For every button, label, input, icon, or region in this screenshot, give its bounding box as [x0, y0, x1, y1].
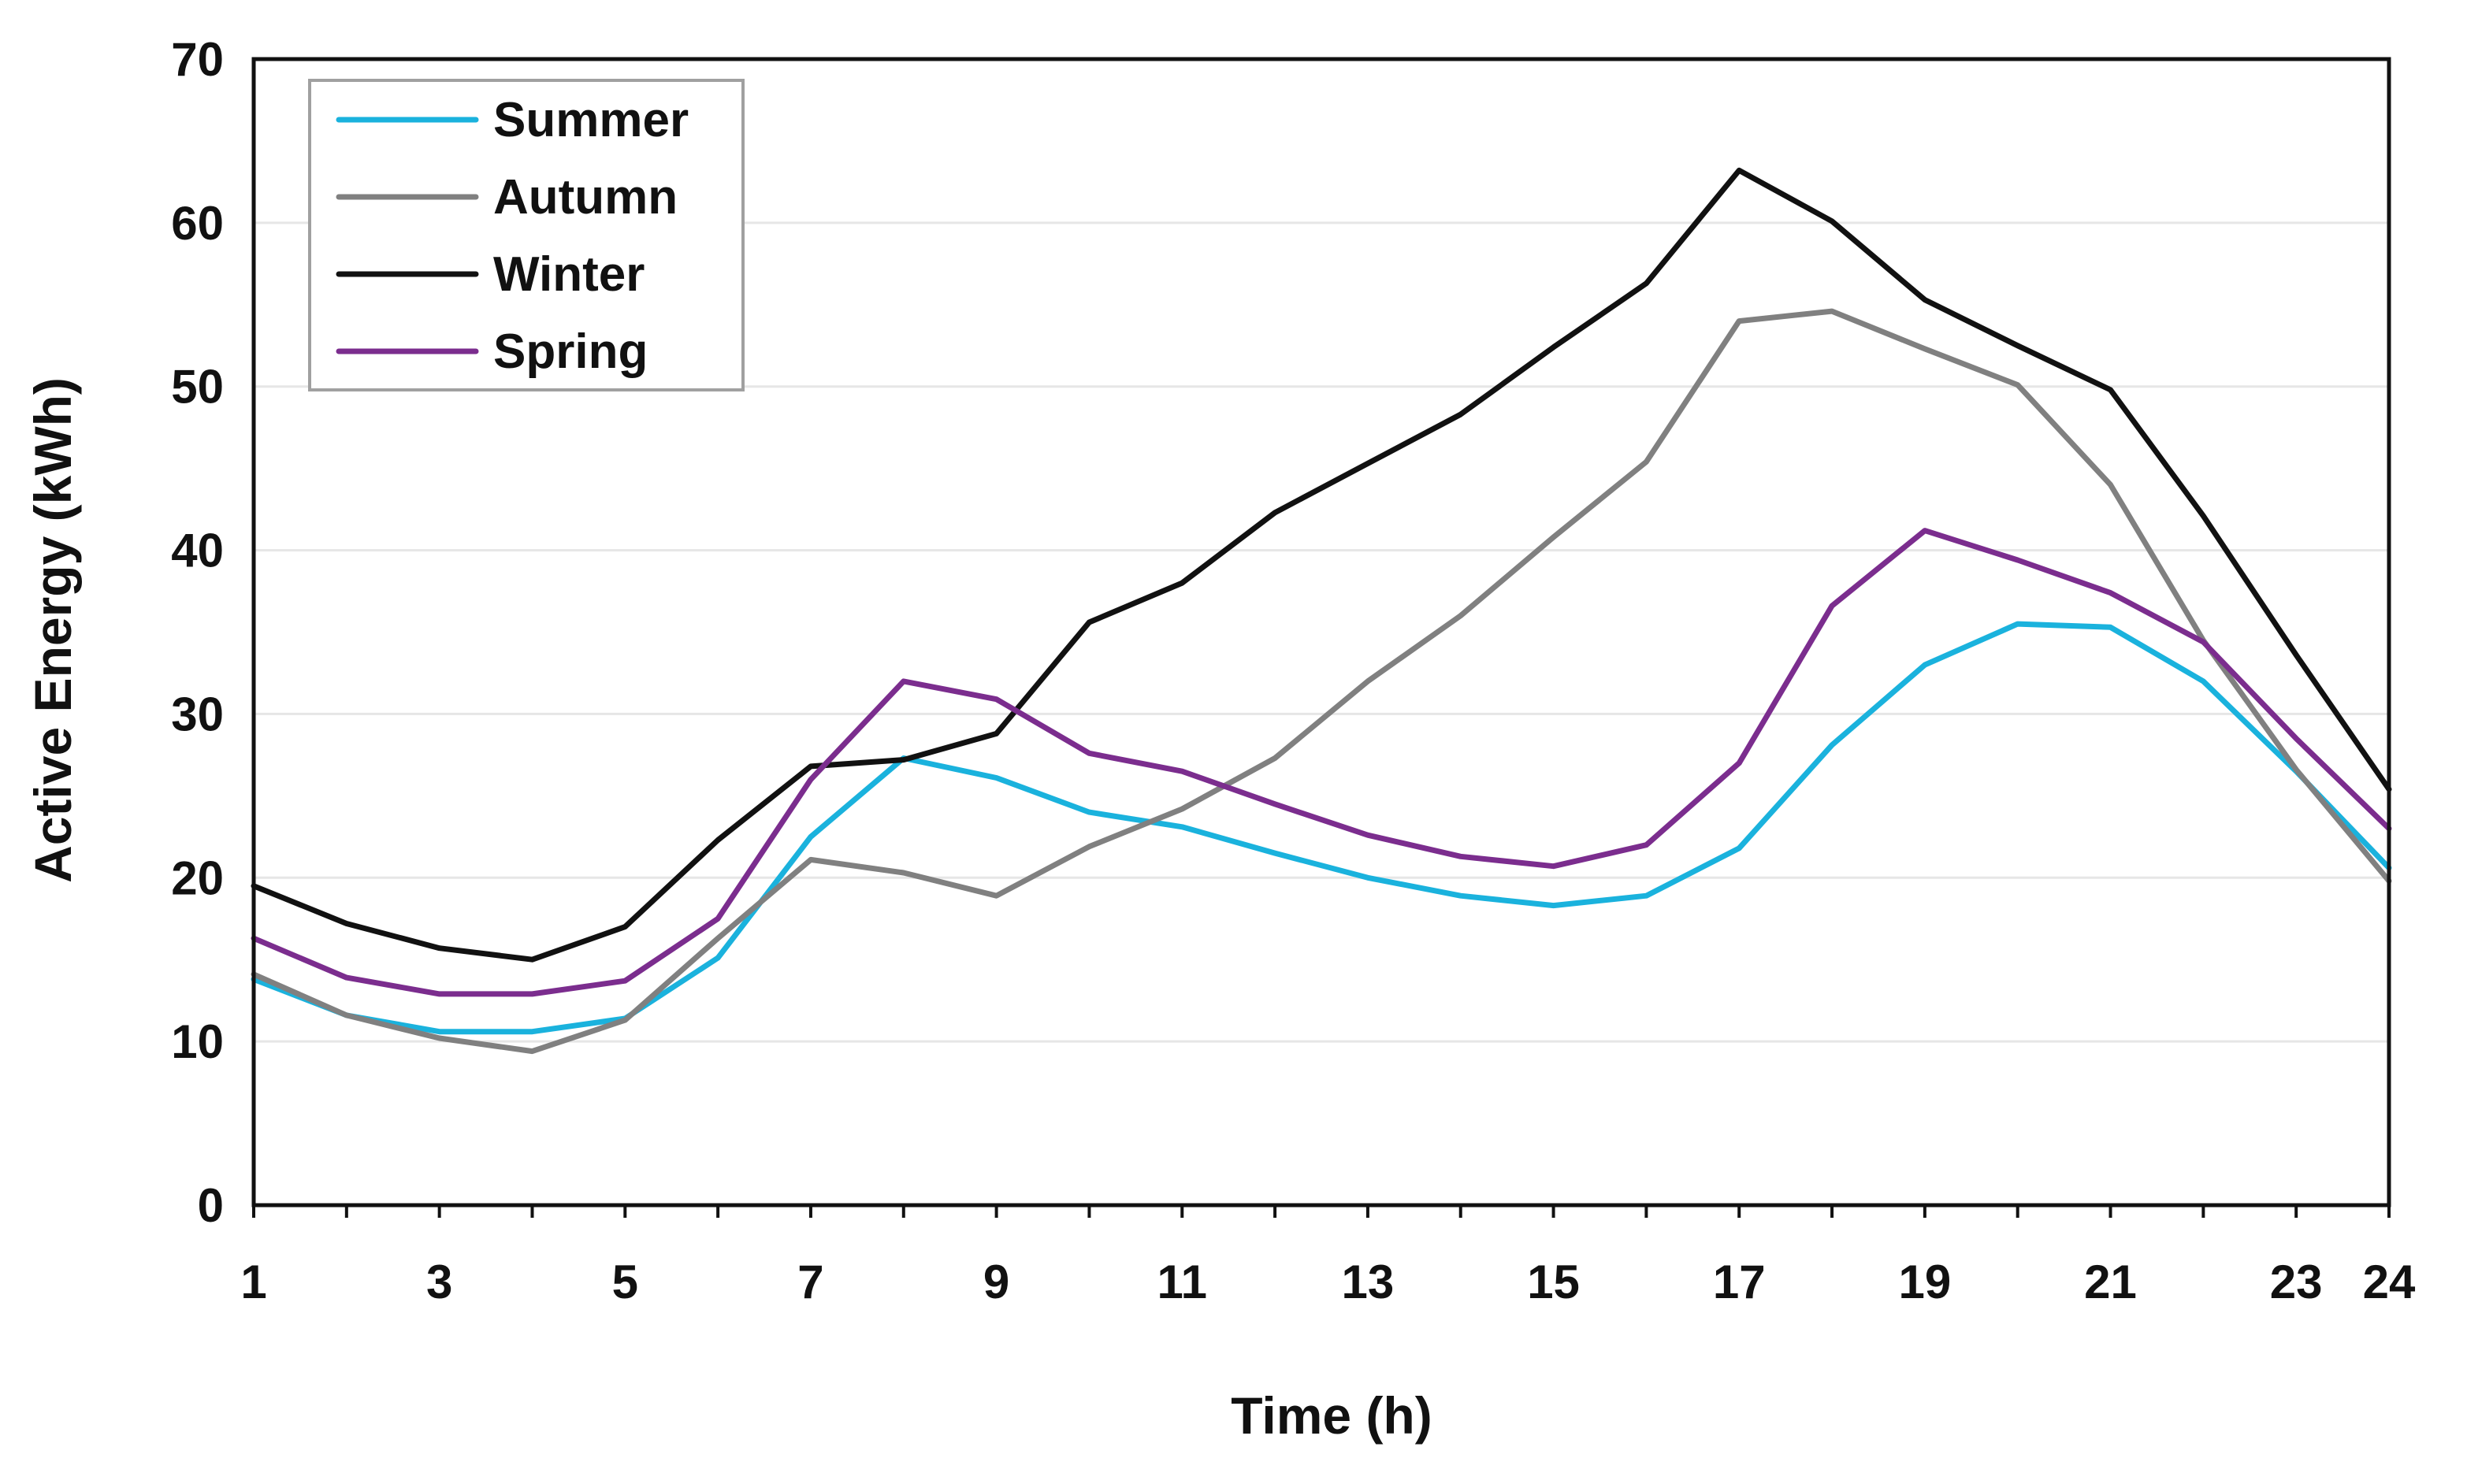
x-tick-label-3: 3	[426, 1256, 452, 1308]
legend-label-autumn: Autumn	[493, 170, 678, 224]
plot-frame	[251, 57, 2391, 1208]
x-axis-title: Time (h)	[1231, 1386, 1432, 1445]
series-line-autumn	[251, 308, 2392, 1055]
x-tick-label-21: 21	[2084, 1256, 2137, 1308]
x-tick-label-7: 7	[797, 1256, 823, 1308]
axis-ticks	[252, 1205, 2391, 1218]
x-tick-label-13: 13	[1342, 1256, 1395, 1308]
series-lines	[251, 167, 2392, 1055]
x-tick-label-15: 15	[1527, 1256, 1580, 1308]
y-tick-label-10: 10	[171, 1015, 224, 1068]
x-tick-label-1: 1	[240, 1256, 266, 1308]
series-line-summer	[251, 621, 2392, 1035]
legend-label-spring: Spring	[493, 325, 648, 379]
series-line-spring	[251, 528, 2392, 997]
x-tick-label-5: 5	[612, 1256, 638, 1308]
legend-box	[308, 79, 745, 391]
y-axis-title: Active Energy (kWh)	[24, 377, 82, 883]
y-tick-label-30: 30	[171, 688, 224, 740]
y-tick-label-60: 60	[171, 197, 224, 250]
legend-label-summer: Summer	[493, 93, 689, 147]
x-tick-label-19: 19	[1898, 1256, 1951, 1308]
y-tick-label-70: 70	[171, 33, 224, 86]
y-tick-label-0: 0	[198, 1179, 224, 1232]
x-tick-label-11: 11	[1157, 1256, 1207, 1308]
legend-label-winter: Winter	[493, 247, 645, 302]
x-tick-label-9: 9	[983, 1256, 1009, 1308]
x-tick-label-24: 24	[2363, 1256, 2416, 1308]
legend: Summer Autumn Winter Spring	[308, 79, 745, 391]
x-tick-label-23: 23	[2270, 1256, 2323, 1308]
series-line-winter	[251, 167, 2392, 963]
y-tick-label-40: 40	[171, 525, 224, 577]
x-tick-label-17: 17	[1713, 1256, 1766, 1308]
y-tick-label-20: 20	[171, 851, 224, 904]
y-tick-label-50: 50	[171, 361, 224, 414]
